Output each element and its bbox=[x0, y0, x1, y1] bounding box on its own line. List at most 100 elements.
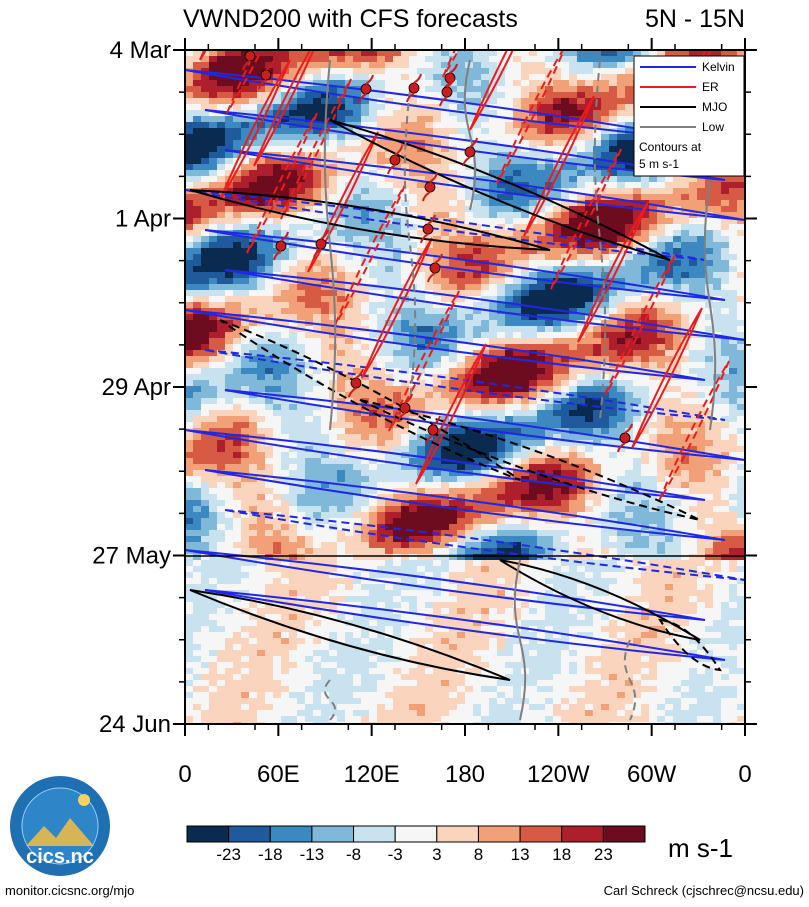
anomaly-cell bbox=[681, 440, 689, 446]
anomaly-cell bbox=[473, 392, 481, 398]
anomaly-cell bbox=[585, 422, 593, 428]
anomaly-cell bbox=[193, 224, 201, 230]
anomaly-cell bbox=[457, 74, 465, 80]
anomaly-cell bbox=[497, 380, 505, 386]
anomaly-cell bbox=[505, 188, 513, 194]
anomaly-cell bbox=[505, 74, 513, 80]
anomaly-cell bbox=[577, 302, 585, 308]
anomaly-cell bbox=[393, 470, 401, 476]
anomaly-cell bbox=[665, 350, 673, 356]
anomaly-cell bbox=[337, 146, 345, 152]
anomaly-cell bbox=[529, 122, 537, 128]
anomaly-cell bbox=[625, 326, 633, 332]
anomaly-cell bbox=[281, 110, 289, 116]
anomaly-cell bbox=[657, 182, 665, 188]
anomaly-cell bbox=[289, 140, 297, 146]
anomaly-cell bbox=[369, 56, 377, 62]
anomaly-cell bbox=[545, 128, 553, 134]
anomaly-cell bbox=[449, 320, 457, 326]
anomaly-cell bbox=[377, 278, 385, 284]
anomaly-cell bbox=[681, 428, 689, 434]
anomaly-cell bbox=[673, 284, 681, 290]
anomaly-cell bbox=[449, 248, 457, 254]
anomaly-cell bbox=[337, 446, 345, 452]
anomaly-cell bbox=[353, 212, 361, 218]
anomaly-cell bbox=[553, 212, 561, 218]
anomaly-cell bbox=[329, 416, 337, 422]
anomaly-cell bbox=[577, 284, 585, 290]
anomaly-cell bbox=[233, 458, 241, 464]
anomaly-cell bbox=[345, 302, 353, 308]
anomaly-cell bbox=[497, 470, 505, 476]
anomaly-cell bbox=[209, 74, 217, 80]
anomaly-cell bbox=[577, 380, 585, 386]
anomaly-cell bbox=[577, 128, 585, 134]
anomaly-cell bbox=[233, 422, 241, 428]
anomaly-cell bbox=[297, 218, 305, 224]
anomaly-cell bbox=[449, 356, 457, 362]
anomaly-cell bbox=[633, 350, 641, 356]
anomaly-cell bbox=[241, 332, 249, 338]
anomaly-cell bbox=[377, 320, 385, 326]
anomaly-cell bbox=[681, 218, 689, 224]
anomaly-cell bbox=[345, 458, 353, 464]
anomaly-cell bbox=[465, 116, 473, 122]
anomaly-cell bbox=[625, 62, 633, 68]
anomaly-cell bbox=[425, 350, 433, 356]
anomaly-cell bbox=[185, 470, 193, 476]
anomaly-cell bbox=[641, 254, 649, 260]
anomaly-cell bbox=[209, 206, 217, 212]
anomaly-cell bbox=[681, 314, 689, 320]
anomaly-cell bbox=[401, 116, 409, 122]
anomaly-cell bbox=[209, 314, 217, 320]
anomaly-cell bbox=[337, 326, 345, 332]
anomaly-cell bbox=[521, 446, 529, 452]
anomaly-cell bbox=[625, 464, 633, 470]
anomaly-cell bbox=[297, 386, 305, 392]
anomaly-cell bbox=[233, 104, 241, 110]
anomaly-cell bbox=[513, 410, 521, 416]
anomaly-cell bbox=[241, 260, 249, 266]
anomaly-cell bbox=[417, 296, 425, 302]
anomaly-cell bbox=[721, 212, 729, 218]
anomaly-cell bbox=[505, 266, 513, 272]
anomaly-cell bbox=[625, 446, 633, 452]
anomaly-cell bbox=[401, 200, 409, 206]
anomaly-cell bbox=[393, 320, 401, 326]
anomaly-cell bbox=[465, 344, 473, 350]
anomaly-cell bbox=[697, 50, 705, 56]
anomaly-cell bbox=[577, 74, 585, 80]
anomaly-cell bbox=[465, 362, 473, 368]
anomaly-cell bbox=[409, 428, 417, 434]
anomaly-cell bbox=[393, 332, 401, 338]
anomaly-cell bbox=[489, 284, 497, 290]
anomaly-cell bbox=[433, 188, 441, 194]
anomaly-cell bbox=[569, 416, 577, 422]
anomaly-cell bbox=[425, 416, 433, 422]
anomaly-cell bbox=[601, 248, 609, 254]
anomaly-cell bbox=[361, 230, 369, 236]
anomaly-cell bbox=[729, 398, 737, 404]
anomaly-cell bbox=[553, 50, 561, 56]
anomaly-cell bbox=[249, 446, 257, 452]
anomaly-cell bbox=[393, 272, 401, 278]
anomaly-cell bbox=[321, 458, 329, 464]
anomaly-cell bbox=[217, 62, 225, 68]
anomaly-cell bbox=[377, 122, 385, 128]
anomaly-cell bbox=[521, 344, 529, 350]
anomaly-cell bbox=[657, 332, 665, 338]
anomaly-cell bbox=[385, 116, 393, 122]
anomaly-cell bbox=[401, 74, 409, 80]
anomaly-cell bbox=[609, 332, 617, 338]
anomaly-cell bbox=[569, 86, 577, 92]
anomaly-cell bbox=[657, 230, 665, 236]
anomaly-cell bbox=[593, 332, 601, 338]
anomaly-cell bbox=[265, 362, 273, 368]
anomaly-cell bbox=[569, 368, 577, 374]
anomaly-cell bbox=[489, 368, 497, 374]
anomaly-cell bbox=[305, 368, 313, 374]
anomaly-cell bbox=[601, 80, 609, 86]
anomaly-cell bbox=[673, 200, 681, 206]
anomaly-cell bbox=[689, 218, 697, 224]
anomaly-cell bbox=[305, 260, 313, 266]
